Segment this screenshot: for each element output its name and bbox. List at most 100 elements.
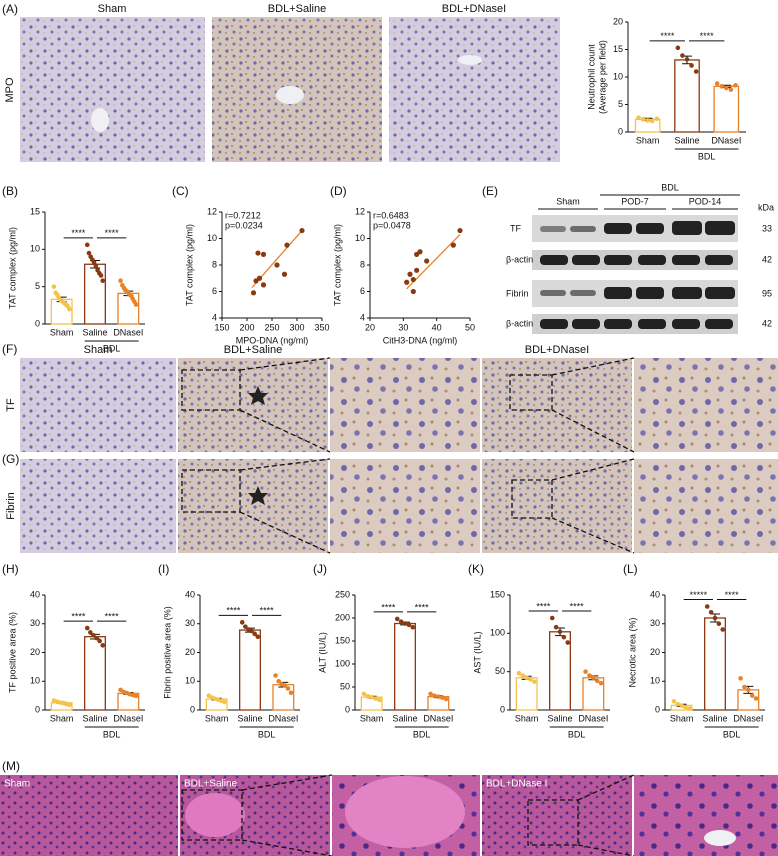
data-point — [100, 278, 106, 283]
blot-group: BDL — [661, 182, 679, 192]
y-tick-label: 40 — [30, 589, 40, 599]
data-point — [680, 53, 685, 58]
panel-label: (E) — [482, 184, 498, 198]
data-point — [640, 117, 646, 122]
vessel — [704, 830, 736, 846]
data-point — [284, 242, 290, 248]
group-label: BDL — [413, 729, 431, 739]
data-point — [749, 693, 755, 698]
y-axis-label: Neutrophil count — [586, 44, 596, 110]
y-tick-label: 0 — [35, 704, 40, 714]
x-tick-label: 350 — [314, 322, 329, 332]
y-axis-label: TAT complex (pg/ml) — [7, 227, 17, 309]
micrograph — [20, 358, 176, 452]
data-point — [679, 703, 684, 708]
micrograph — [330, 459, 480, 553]
micrograph — [634, 775, 778, 856]
data-point — [274, 262, 280, 268]
data-point — [256, 275, 263, 281]
data-point — [394, 616, 400, 622]
data-point — [255, 250, 261, 256]
data-point — [260, 251, 267, 257]
data-point — [407, 271, 413, 277]
data-point — [98, 273, 104, 278]
data-point — [239, 620, 245, 625]
column-label: BDL+Saline — [268, 3, 326, 15]
x-tick-label: 20 — [365, 322, 375, 332]
group-label: BDL — [103, 343, 121, 353]
data-point — [100, 643, 106, 648]
y-tick-label: 100 — [335, 658, 350, 668]
group-label: BDL — [568, 729, 586, 739]
micrograph — [482, 775, 632, 856]
bar — [84, 636, 106, 711]
micrograph — [20, 17, 205, 162]
x-tick-label: 30 — [398, 322, 408, 332]
column-label: Sham — [84, 344, 113, 356]
data-point — [436, 694, 441, 699]
blot-size: 33 — [762, 223, 772, 233]
data-point — [288, 690, 294, 696]
y-tick-label: 10 — [30, 244, 40, 254]
data-point — [675, 45, 681, 51]
x-tick-label: 40 — [432, 322, 442, 332]
data-point — [86, 250, 92, 256]
y-tick-label: 8 — [212, 259, 217, 269]
x-tick-label: Sham — [50, 713, 74, 723]
x-tick-label: DNaseI — [268, 713, 298, 723]
bar — [272, 684, 295, 711]
y-axis-label: TAT complex (pg/ml) — [332, 224, 342, 306]
panel-label: (B) — [2, 184, 18, 198]
y-tick-label: 20 — [613, 16, 623, 26]
x-tick-label: 150 — [214, 322, 229, 332]
data-point — [402, 621, 408, 626]
micrograph — [482, 459, 632, 553]
data-point — [683, 704, 688, 710]
y-tick-label: 10 — [30, 676, 40, 686]
annotation: p=0.0478 — [373, 220, 411, 230]
y-tick-label: 200 — [335, 612, 350, 622]
data-point — [282, 683, 288, 688]
blot-row: β-actin — [506, 318, 533, 328]
blot-size: 42 — [762, 318, 772, 328]
x-tick-label: DNaseI — [733, 713, 763, 723]
data-point — [649, 118, 655, 124]
panel-label: (C) — [172, 184, 189, 198]
panel-label: (H) — [2, 562, 19, 576]
data-point — [714, 81, 720, 86]
y-axis-label: ALT (IU/L) — [317, 632, 327, 673]
data-point — [406, 622, 412, 628]
data-point — [553, 624, 559, 630]
column-label: BDL+Saline — [224, 344, 282, 356]
data-point — [728, 87, 734, 92]
y-tick-label: 12 — [355, 206, 365, 216]
y-axis-label: AST (IU/L) — [472, 631, 482, 673]
group-label: BDL — [103, 729, 121, 739]
y-tick-label: 6 — [212, 286, 217, 296]
y-tick-label: 150 — [490, 589, 505, 599]
data-point — [587, 673, 592, 678]
panel-label: (M) — [2, 759, 20, 773]
group-label: BDL — [258, 729, 276, 739]
data-point — [404, 279, 410, 285]
data-point — [594, 678, 600, 684]
blot-row: β-actin — [506, 254, 533, 264]
data-point — [94, 635, 99, 641]
data-point — [716, 621, 722, 627]
data-point — [255, 634, 261, 639]
data-point — [443, 696, 449, 702]
data-point — [687, 706, 692, 711]
panel-label: (F) — [2, 342, 17, 356]
data-point — [410, 276, 416, 283]
y-tick-label: 5 — [618, 99, 623, 109]
y-tick-label: 15 — [30, 206, 40, 216]
data-point — [742, 684, 747, 690]
data-point — [654, 116, 660, 122]
y-tick-label: 0 — [618, 126, 623, 136]
image-panels — [0, 17, 778, 856]
significance-label: **** — [725, 590, 740, 600]
significance-label: **** — [570, 601, 585, 611]
x-tick-label: DNaseI — [711, 135, 741, 145]
x-tick-label: Sham — [205, 713, 229, 723]
group-label: BDL — [723, 729, 741, 739]
